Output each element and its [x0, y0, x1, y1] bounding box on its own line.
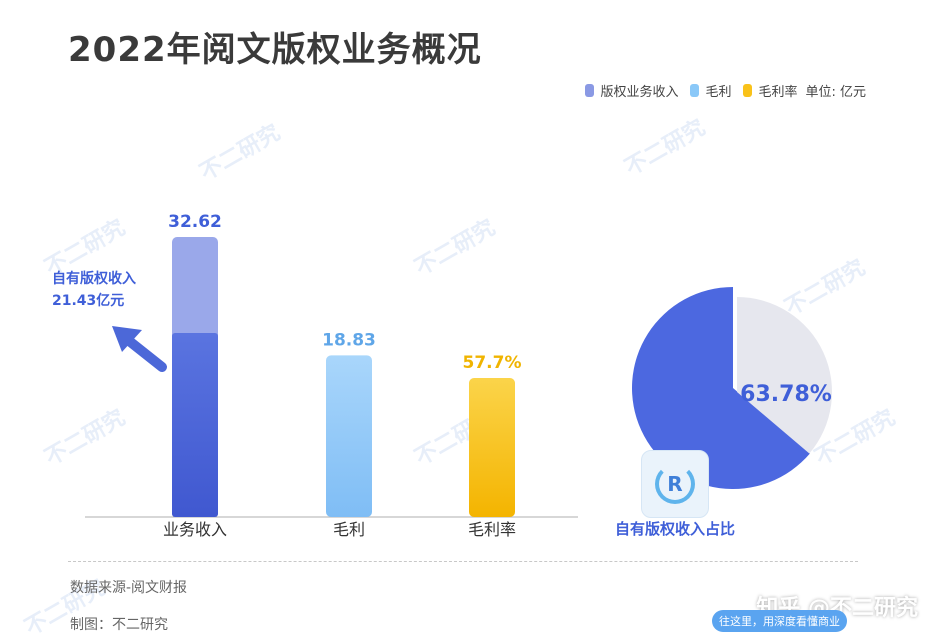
legend-label-revenue: 版权业务收入: [600, 85, 679, 100]
legend-label-profit: 毛利: [705, 85, 732, 100]
own-copyright-annotation: 自有版权收入 21.43亿元: [52, 268, 136, 312]
legend-swatch-margin: [743, 84, 753, 97]
bar-gross-margin: [469, 378, 515, 517]
unit-label: 单位: 亿元: [805, 85, 866, 100]
x-tick-label-1: 毛利: [333, 520, 365, 539]
logo-icon: R: [641, 450, 709, 518]
data-label-2: 57.7%: [463, 353, 522, 373]
legend-item-margin: 毛利率: [743, 81, 797, 100]
data-label-0: 32.62: [168, 212, 222, 232]
legend-item-profit: 毛利: [690, 81, 731, 100]
data-source: 数据来源-阅文财报: [70, 580, 188, 596]
annotation-arrow-shaft: [123, 335, 167, 372]
pie-data-label: 63.78%: [740, 382, 832, 407]
annotation-line-2: 21.43亿元: [52, 293, 125, 309]
annotation-arrow-head: [112, 326, 142, 352]
pie-slice-0: [631, 287, 810, 490]
annotation-line-1: 自有版权收入: [52, 271, 136, 287]
chart-author: 制图：不二研究: [70, 617, 168, 633]
legend-swatch-profit: [690, 84, 700, 97]
footer-divider: [68, 561, 858, 562]
data-label-1: 18.83: [322, 330, 376, 350]
x-tick-label-2: 毛利率: [468, 520, 516, 539]
bar-revenue-own-copyright: [172, 333, 218, 517]
legend-item-revenue: 版权业务收入: [585, 81, 678, 100]
x-tick-label-0: 业务收入: [163, 520, 227, 539]
r-logo-icon: R: [655, 464, 695, 504]
legend-swatch-revenue: [585, 84, 595, 97]
bar-gross-profit: [326, 355, 372, 517]
pie-slice-1: [737, 297, 832, 454]
slogan-banner: 往这里，用深度看懂商业: [712, 610, 847, 632]
pie-caption: 自有版权收入占比: [615, 520, 736, 538]
page-title: 2022年阅文版权业务概况: [68, 30, 482, 70]
legend-label-margin: 毛利率: [758, 85, 798, 100]
chart-legend: 版权业务收入 毛利 毛利率 单位: 亿元: [573, 81, 866, 100]
